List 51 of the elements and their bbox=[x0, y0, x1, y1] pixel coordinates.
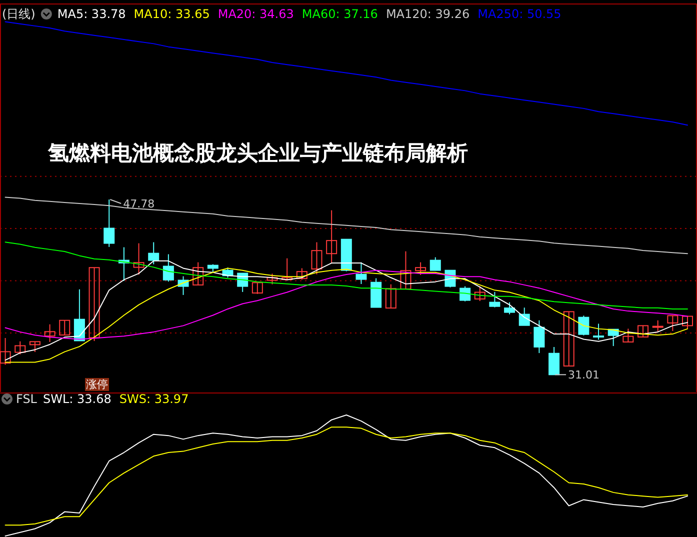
text: MA250: 50.55 bbox=[478, 7, 562, 21]
text: 氢燃料电池概念股龙头企业与产业链布局解析 bbox=[47, 141, 468, 165]
annotation: (日线) bbox=[2, 7, 36, 21]
candlestick bbox=[59, 320, 70, 336]
candlestick bbox=[88, 267, 100, 342]
candlestick bbox=[563, 311, 574, 366]
candlestick bbox=[385, 284, 396, 309]
candlestick bbox=[593, 323, 604, 340]
annotation: 47.78 bbox=[123, 198, 155, 211]
candlestick bbox=[44, 324, 56, 342]
chart-title: FSL bbox=[16, 392, 38, 406]
candlestick bbox=[0, 338, 11, 366]
candlestick bbox=[29, 341, 40, 352]
text: SWS: 33.97 bbox=[119, 392, 189, 406]
candlestick bbox=[252, 282, 263, 294]
candlestick bbox=[652, 320, 664, 333]
candlestick bbox=[192, 262, 204, 286]
candlestick bbox=[104, 199, 115, 248]
candlestick bbox=[311, 242, 322, 275]
candlestick bbox=[415, 262, 426, 276]
text: MA5: 33.78 bbox=[57, 7, 126, 21]
candlestick bbox=[148, 242, 160, 265]
candlestick bbox=[356, 262, 367, 285]
candlestick bbox=[578, 315, 590, 336]
annotation: 31.01 bbox=[568, 368, 600, 382]
candlestick bbox=[162, 254, 174, 282]
candlestick bbox=[682, 316, 693, 330]
candlestick bbox=[133, 242, 144, 276]
candlestick bbox=[460, 286, 471, 302]
candlestick bbox=[667, 315, 678, 332]
annotation: 涨停 bbox=[86, 378, 108, 391]
candlestick bbox=[504, 302, 516, 315]
text: MA120: 39.26 bbox=[386, 7, 470, 21]
candlestick bbox=[638, 325, 649, 338]
candlestick bbox=[534, 320, 545, 354]
candlestick bbox=[548, 346, 560, 376]
text: MA60: 37.16 bbox=[302, 7, 378, 21]
candlestick bbox=[400, 250, 412, 290]
candlestick bbox=[14, 340, 26, 355]
candlestick bbox=[474, 286, 486, 302]
candlestick bbox=[518, 307, 530, 326]
candlestick bbox=[326, 210, 338, 264]
candlestick bbox=[266, 273, 278, 285]
candlestick bbox=[430, 256, 441, 271]
candlestick bbox=[296, 268, 308, 280]
text: MA20: 34.63 bbox=[218, 7, 294, 21]
text: MA10: 33.65 bbox=[134, 7, 210, 21]
candlestick bbox=[489, 291, 500, 308]
candlestick bbox=[622, 328, 634, 342]
candlestick bbox=[282, 258, 293, 281]
text: SWL: 33.68 bbox=[43, 392, 112, 406]
